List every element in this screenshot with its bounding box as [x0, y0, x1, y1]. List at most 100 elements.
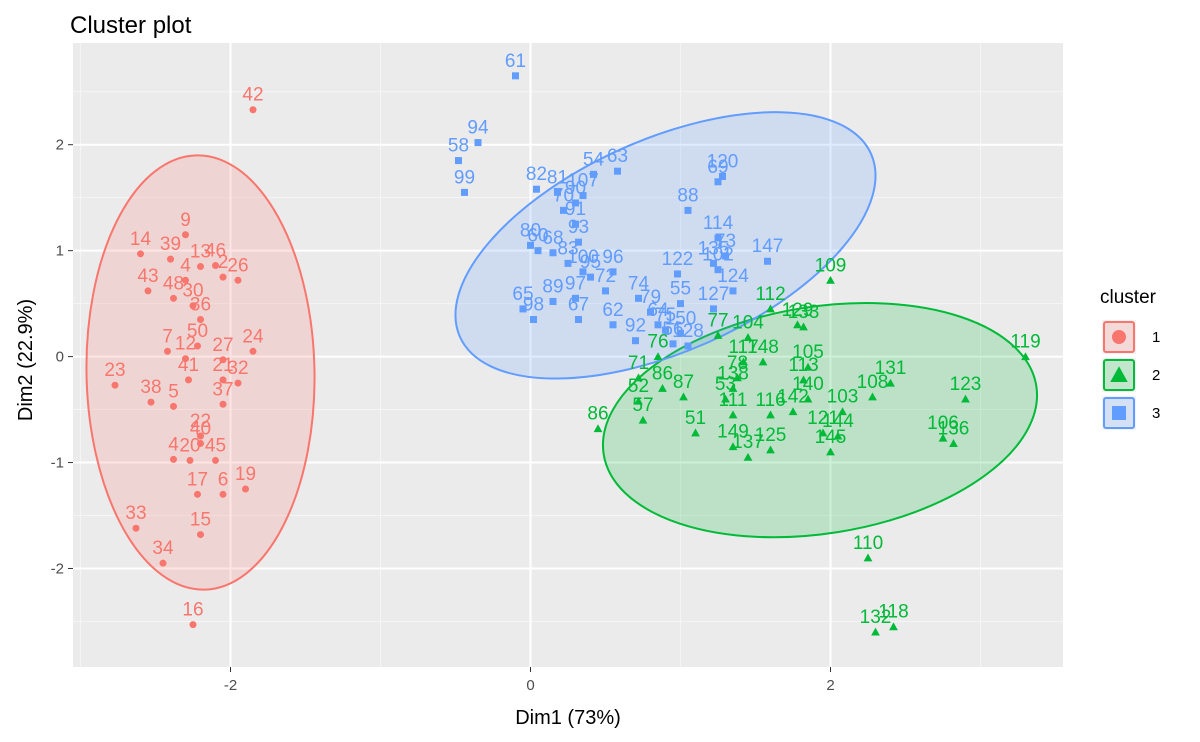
point-cluster-2: [826, 275, 835, 284]
point-label: 145: [815, 427, 847, 448]
point-cluster-1: [219, 400, 227, 408]
point-cluster-3: [710, 305, 717, 313]
x-tick-label: -2: [224, 677, 237, 694]
point-cluster-3: [579, 268, 587, 276]
point-label: 138: [717, 363, 749, 384]
point-label: 30: [182, 281, 203, 302]
y-axis: -2 -1 0 1 2: [51, 137, 73, 577]
point-cluster-1: [182, 276, 189, 284]
point-cluster-3: [512, 72, 519, 80]
point-cluster-3: [554, 188, 561, 196]
x-tick-label: 2: [826, 677, 834, 694]
point-label: 113: [788, 355, 818, 376]
point-cluster-3: [714, 266, 722, 274]
point-cluster-3: [519, 305, 527, 313]
point-cluster-3: [572, 220, 579, 228]
point-label: 114: [703, 213, 734, 234]
point-cluster-1: [242, 485, 249, 493]
major-gridlines: [73, 43, 1063, 667]
point-cluster-3: [455, 157, 462, 165]
legend-label-1: 1: [1152, 329, 1160, 346]
point-label: 129: [782, 300, 814, 321]
point-label: 131: [875, 358, 907, 379]
point-label: 94: [467, 118, 489, 139]
point-label: 55: [670, 279, 691, 300]
point-cluster-2: [766, 445, 775, 454]
point-cluster-2: [803, 362, 813, 371]
point-cluster-2: [1021, 352, 1030, 361]
point-cluster-3: [579, 192, 587, 200]
point-label: 74: [628, 273, 650, 294]
point-label: 123: [950, 374, 982, 395]
point-cluster-2: [739, 357, 748, 366]
point-label: 4: [168, 434, 179, 455]
point-label: 43: [137, 266, 158, 287]
point-label: 5: [168, 381, 179, 402]
point-label: 39: [160, 234, 181, 255]
point-label: 17: [187, 469, 208, 490]
point-cluster-1: [219, 376, 227, 384]
legend-symbol-2: [1110, 366, 1128, 382]
point-cluster-2: [766, 304, 775, 313]
point-cluster-1: [132, 524, 140, 532]
point-label: 27: [212, 335, 233, 356]
point-cluster-2: [743, 452, 753, 461]
point-cluster-3: [710, 259, 717, 267]
point-label: 65: [512, 284, 533, 305]
point-label: 83: [557, 238, 578, 259]
point-label: 132: [860, 607, 892, 628]
point-cluster-1: [219, 490, 227, 498]
point-cluster-3: [714, 234, 722, 242]
point-label: 50: [187, 321, 208, 342]
point-cluster-1: [182, 231, 189, 239]
point-label: 9: [180, 210, 191, 231]
cluster-ellipse-1: [85, 154, 316, 591]
point-label: 7: [162, 326, 173, 347]
legend-symbol-3: [1112, 406, 1126, 420]
point-cluster-1: [170, 402, 177, 410]
point-label: 80: [520, 220, 541, 241]
point-label: 116: [755, 390, 785, 411]
point-cluster-3: [549, 297, 557, 305]
point-label: 62: [602, 300, 623, 321]
point-label: 67: [568, 295, 589, 316]
point-label: 109: [815, 255, 847, 276]
point-cluster-1: [212, 261, 219, 269]
point-cluster-3: [572, 294, 579, 302]
cluster-ellipse-2: [601, 302, 1039, 539]
x-tick-label: 0: [526, 677, 534, 694]
point-cluster-1: [159, 559, 167, 567]
point-label: 127: [698, 284, 730, 305]
point-label: 16: [182, 600, 203, 621]
point-label: 92: [625, 316, 646, 337]
point-label: 102: [702, 245, 734, 266]
point-label: 37: [212, 379, 233, 400]
point-cluster-2: [818, 428, 828, 437]
point-label: 23: [104, 360, 125, 381]
point-label: 128: [672, 321, 704, 342]
point-label: 42: [242, 85, 263, 106]
point-label: 46: [205, 240, 226, 261]
point-cluster-3: [662, 326, 669, 334]
point-label: 72: [595, 266, 616, 287]
point-label: 140: [792, 374, 824, 395]
point-cluster-1: [182, 355, 189, 363]
point-cluster-1: [186, 456, 194, 464]
point-label: 103: [827, 387, 859, 408]
point-cluster-1: [194, 490, 201, 498]
chart-title: Cluster plot: [70, 12, 192, 39]
point-label: 20: [179, 435, 200, 456]
point-cluster-3: [719, 172, 726, 180]
point-label: 78: [727, 353, 748, 374]
point-label: 12: [175, 334, 196, 355]
point-cluster-2: [638, 415, 648, 424]
point-cluster-2: [949, 439, 958, 447]
point-label: 15: [190, 510, 211, 531]
point-cluster-1: [212, 456, 219, 464]
point-label: 105: [792, 342, 824, 363]
point-cluster-2: [868, 392, 877, 401]
point-cluster-3: [572, 199, 579, 207]
point-label: 71: [628, 353, 649, 374]
point-cluster-1: [234, 276, 242, 284]
point-label: 147: [752, 236, 784, 257]
